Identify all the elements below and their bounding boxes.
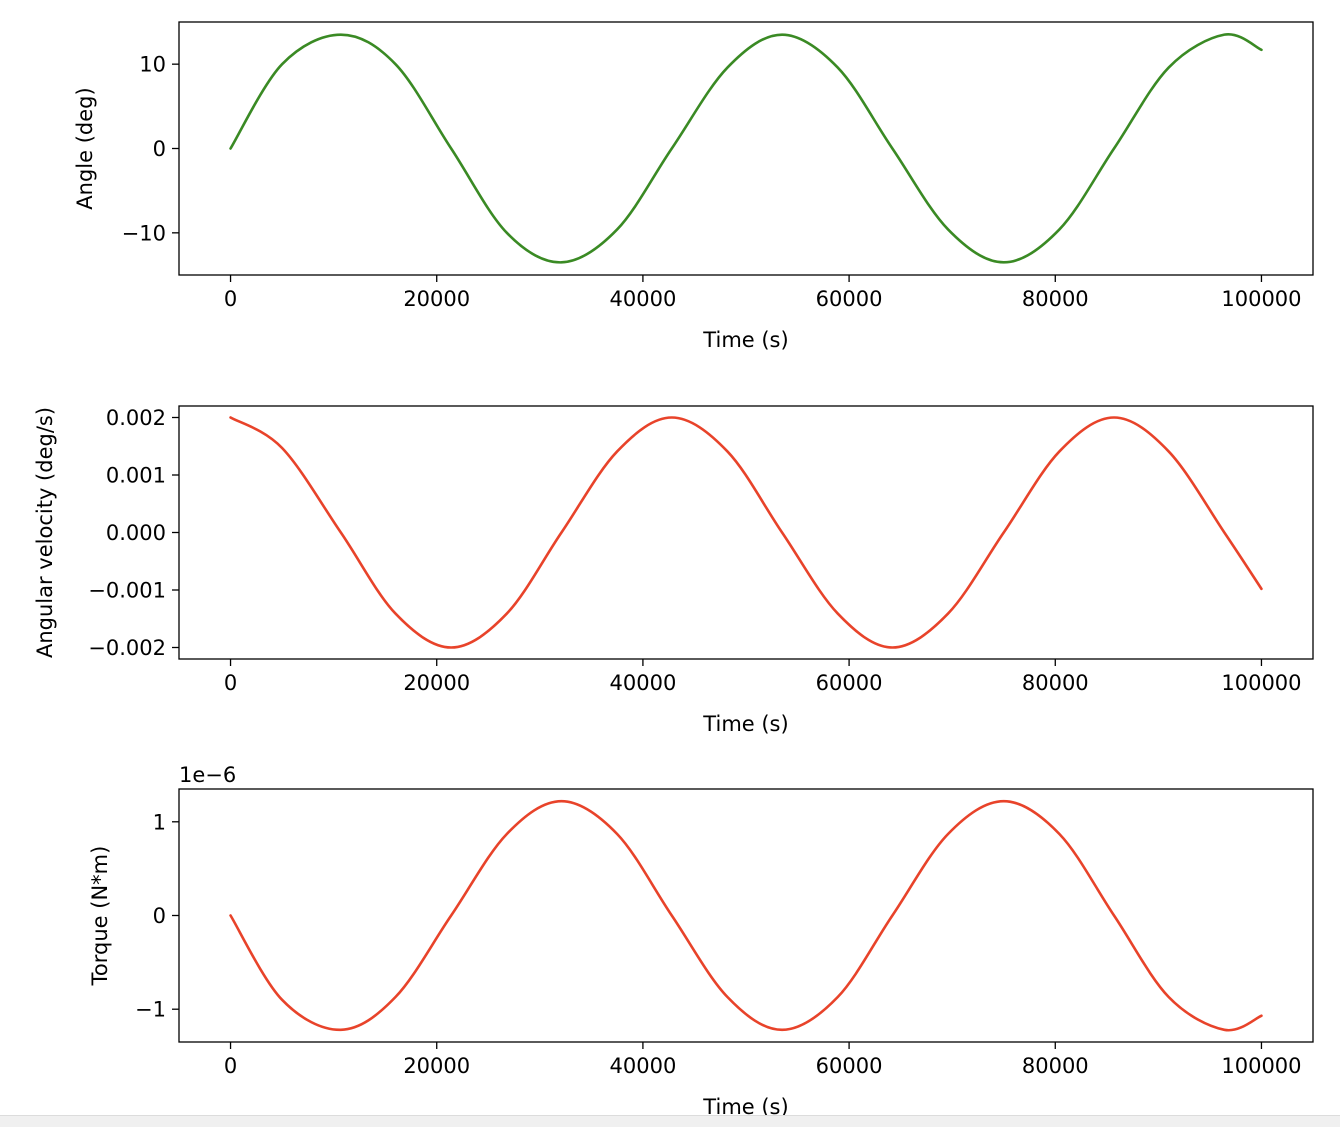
y-tick-label: −0.002 xyxy=(88,636,166,660)
x-tick-label: 20000 xyxy=(403,1054,470,1078)
y-tick-label: 0.001 xyxy=(106,464,166,488)
x-tick-label: 60000 xyxy=(816,671,883,695)
series-line-1 xyxy=(229,416,1263,649)
x-tick-label: 60000 xyxy=(816,1054,883,1078)
x-tick-label: 100000 xyxy=(1221,287,1301,311)
y-tick-label: 0 xyxy=(153,904,166,928)
x-tick-label: 20000 xyxy=(403,671,470,695)
x-tick-label: 100000 xyxy=(1221,1054,1301,1078)
x-tick-label: 40000 xyxy=(610,1054,677,1078)
x-tick-label: 40000 xyxy=(610,671,677,695)
x-tick-label: 100000 xyxy=(1221,671,1301,695)
axes-frame xyxy=(178,788,1314,1043)
y-tick-label: −1 xyxy=(135,998,166,1022)
x-tick-label: 40000 xyxy=(610,287,677,311)
y-tick-label: 1 xyxy=(153,810,166,834)
x-tick-label: 20000 xyxy=(403,287,470,311)
y-tick-label: −0.001 xyxy=(88,579,166,603)
x-tick-label: 80000 xyxy=(1022,287,1089,311)
y-offset-label: 1e−6 xyxy=(179,763,236,787)
y-tick-label: 0 xyxy=(153,137,166,161)
y-tick-label: 0.000 xyxy=(106,521,166,545)
y-axis-label: Angular velocity (deg/s) xyxy=(33,407,57,658)
series-line-1 xyxy=(229,799,1263,1032)
series-line-1 xyxy=(229,33,1263,264)
subplot-2: 0 20000 40000 60000 80000 100000 −0.002 −0.001 0… xyxy=(33,405,1314,736)
y-axis-label: Torque (N*m) xyxy=(88,846,112,987)
y-tick-label: 10 xyxy=(139,53,166,77)
x-tick-label: 0 xyxy=(224,671,237,695)
x-tick-label: 60000 xyxy=(816,287,883,311)
x-tick-label: 0 xyxy=(224,1054,237,1078)
x-tick-label: 80000 xyxy=(1022,1054,1089,1078)
axes-frame xyxy=(178,405,1314,660)
bottom-strip xyxy=(0,1115,1340,1127)
x-tick-label: 80000 xyxy=(1022,671,1089,695)
axes-frame xyxy=(178,21,1314,276)
x-axis-label: Time (s) xyxy=(702,328,788,352)
x-axis-label: Time (s) xyxy=(702,712,788,736)
y-axis-label: Angle (deg) xyxy=(73,87,97,209)
x-tick-label: 0 xyxy=(224,287,237,311)
subplot-1: 0 20000 40000 60000 80000 100000 −10 0 10 Time (s… xyxy=(73,21,1314,352)
y-tick-label: −10 xyxy=(122,221,166,245)
y-tick-label: 0.002 xyxy=(106,406,166,430)
